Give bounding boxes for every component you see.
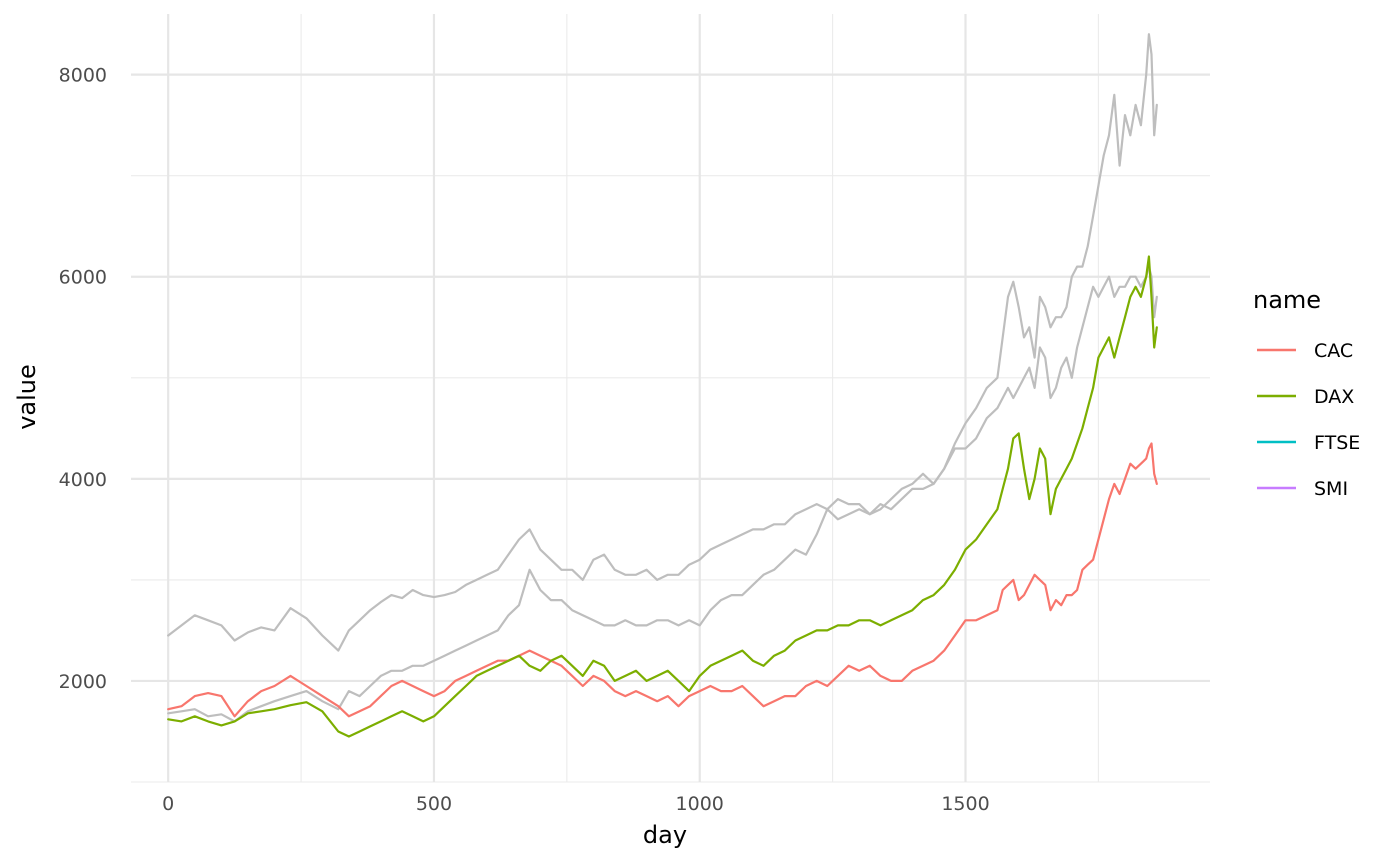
- major-gridlines: [131, 14, 1210, 782]
- series-line-smi: [167, 265, 1158, 723]
- legend-item-cac: CAC: [1257, 340, 1353, 362]
- y-tick-label: 6000: [59, 267, 107, 289]
- series-line-ftse: [167, 33, 1158, 652]
- y-tick-label: 4000: [59, 469, 107, 491]
- x-tick-label: 500: [416, 793, 452, 815]
- x-axis-ticks: 0 500 1000 1500: [162, 793, 990, 815]
- minor-gridlines: [131, 14, 1210, 783]
- legend-label: FTSE: [1314, 432, 1360, 454]
- legend-label: DAX: [1314, 386, 1354, 408]
- legend: name CAC DAX FTSE SMI: [1253, 286, 1360, 500]
- x-tick-label: 1500: [941, 793, 989, 815]
- x-tick-label: 1000: [676, 793, 724, 815]
- legend-label: CAC: [1314, 340, 1353, 362]
- legend-label: SMI: [1314, 478, 1348, 500]
- y-tick-label: 2000: [59, 671, 107, 693]
- series-line-dax: [167, 255, 1158, 738]
- legend-item-ftse: FTSE: [1257, 432, 1360, 454]
- series-line-cac: [167, 442, 1158, 718]
- y-axis-ticks: 2000 4000 6000 8000: [59, 65, 107, 693]
- x-tick-label: 0: [162, 793, 174, 815]
- legend-item-dax: DAX: [1257, 386, 1354, 408]
- legend-title: name: [1253, 286, 1321, 314]
- series-lines: [167, 33, 1158, 738]
- legend-item-smi: SMI: [1257, 478, 1348, 500]
- y-tick-label: 8000: [59, 65, 107, 87]
- y-axis-title: value: [13, 364, 41, 430]
- x-axis-title: day: [643, 821, 687, 849]
